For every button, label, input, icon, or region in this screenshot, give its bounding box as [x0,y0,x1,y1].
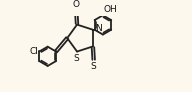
Text: S: S [73,54,79,63]
Text: O: O [73,0,80,9]
Text: OH: OH [104,5,118,14]
Text: N: N [95,24,102,33]
Text: Cl: Cl [29,47,38,56]
Text: S: S [91,62,97,71]
